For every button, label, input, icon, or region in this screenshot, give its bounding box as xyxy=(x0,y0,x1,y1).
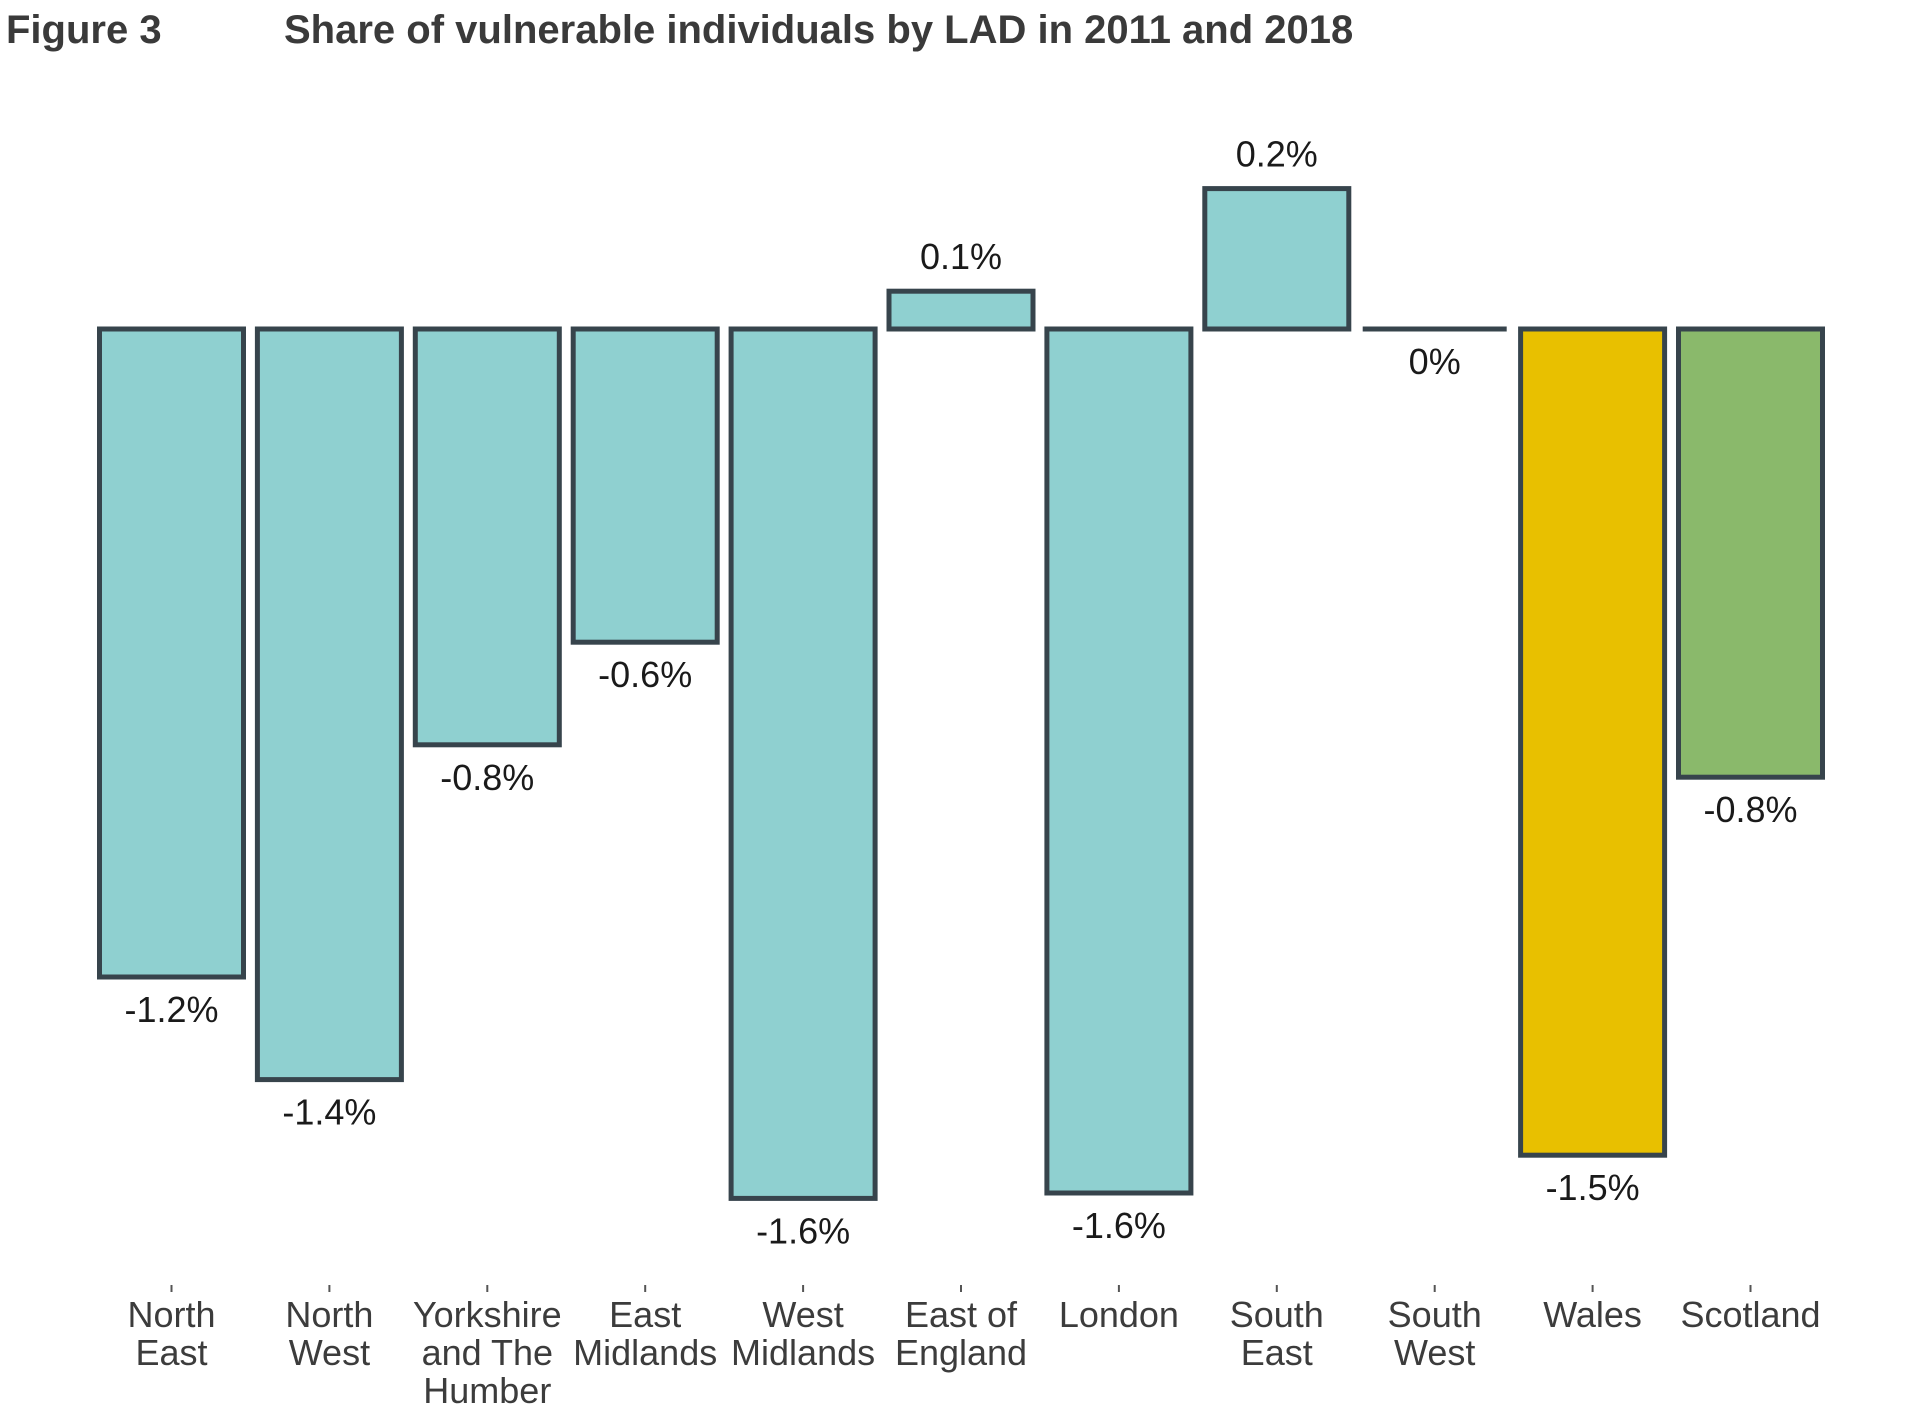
x-tick-label-6: London xyxy=(1059,1294,1179,1335)
data-label-8: 0% xyxy=(1409,341,1461,382)
data-label-3: -0.6% xyxy=(598,654,692,695)
x-tick-label-0: North East xyxy=(127,1294,215,1373)
bar-3 xyxy=(570,326,720,645)
data-label-2: -0.8% xyxy=(440,757,534,798)
bar-5 xyxy=(886,288,1036,332)
x-tick-label-5: East of England xyxy=(895,1294,1027,1373)
data-label-1: -1.4% xyxy=(282,1092,376,1133)
bar-4 xyxy=(728,326,878,1201)
bar-1 xyxy=(254,326,404,1083)
data-label-4: -1.6% xyxy=(756,1210,850,1251)
x-tick-label-7: South East xyxy=(1230,1294,1324,1373)
bar-2 xyxy=(412,326,562,748)
data-label-9: -1.5% xyxy=(1546,1167,1640,1208)
x-tick-label-3: East Midlands xyxy=(573,1294,717,1373)
x-tick-label-2: Yorkshire and The Humber xyxy=(413,1294,562,1411)
x-tick-label-8: South West xyxy=(1388,1294,1482,1373)
data-label-7: 0.2% xyxy=(1236,134,1318,175)
bar-9 xyxy=(1518,326,1668,1158)
data-label-5: 0.1% xyxy=(920,236,1002,277)
figure-label: Figure 3 xyxy=(6,8,162,52)
data-label-10: -0.8% xyxy=(1703,789,1797,830)
bar-7 xyxy=(1202,186,1352,332)
x-tick-label-9: Wales xyxy=(1543,1294,1642,1335)
figure-header: Figure 3 Share of vulnerable individuals… xyxy=(6,8,1906,58)
x-tick-label-1: North West xyxy=(285,1294,373,1373)
data-label-0: -1.2% xyxy=(124,989,218,1030)
data-label-6: -1.6% xyxy=(1072,1205,1166,1246)
x-tick-label-10: Scotland xyxy=(1680,1294,1820,1335)
x-tick-label-4: West Midlands xyxy=(731,1294,875,1373)
bar-10 xyxy=(1676,326,1825,780)
bar-0 xyxy=(97,326,246,980)
chart-title: Share of vulnerable individuals by LAD i… xyxy=(284,8,1354,52)
bar-6 xyxy=(1044,326,1194,1196)
